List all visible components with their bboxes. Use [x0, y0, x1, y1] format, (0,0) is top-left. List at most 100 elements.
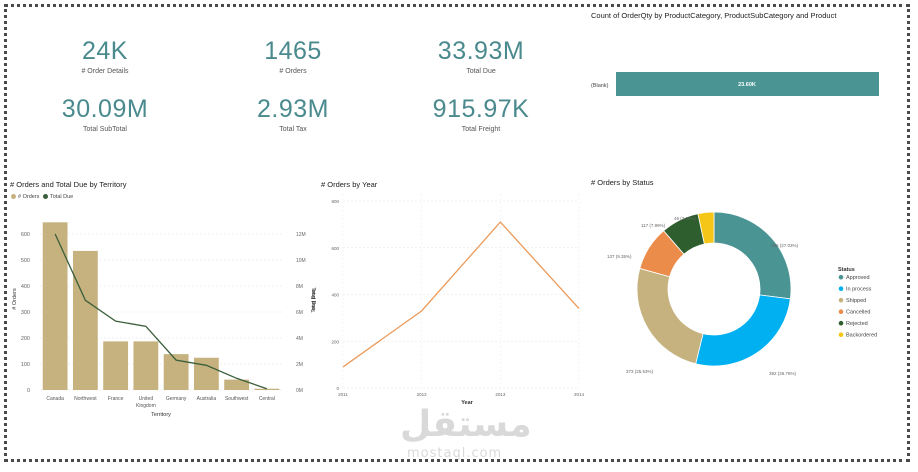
y-tick-label: 200 [331, 339, 339, 344]
x-tick-label: 2014 [574, 392, 585, 397]
year-chart-title: # Orders by Year [321, 180, 378, 189]
kpi-card: 24K # Order Details [20, 36, 190, 75]
slice-data-label: 137 (9.35%) [607, 254, 632, 259]
y-right-tick-label: 6M [296, 310, 303, 316]
bar [103, 341, 129, 390]
y-tick-label: 500 [21, 258, 30, 264]
legend-label: Approved [846, 275, 870, 281]
y-axis-title: Total Due [311, 289, 317, 312]
legend-title: Status [838, 267, 855, 273]
y-right-tick-label: 10M [296, 258, 306, 264]
kpi-card: 1465 # Orders [208, 36, 378, 75]
slice-data-label: 396 (27.03%) [771, 243, 799, 248]
x-axis-title: Year [461, 400, 473, 406]
legend-swatch [838, 274, 844, 280]
legend-swatch [43, 194, 48, 200]
y-tick-label: 0 [27, 388, 30, 394]
kpi-label: Total SubTotal [83, 126, 127, 133]
orderqty-chart: (Blank) 23.60K [591, 72, 879, 96]
x-tick-label: Kingdom [136, 403, 156, 409]
legend-total-due: Total Due [43, 194, 73, 200]
legend-swatch [11, 194, 16, 200]
kpi-label: # Order Details [81, 68, 129, 75]
donut-slice [636, 267, 704, 365]
y-tick-label: 600 [21, 232, 30, 238]
legend-label: Cancelled [846, 310, 870, 316]
slice-data-label: 373 (25.53%) [626, 369, 654, 374]
x-tick-label: United [139, 396, 154, 402]
kpi-card: 33.93M Total Due [396, 36, 566, 75]
kpi-value: 915.97K [432, 95, 530, 123]
legend-label: Total Due [50, 194, 74, 200]
territory-chart-title: # Orders and Total Due by Territory [10, 180, 127, 189]
donut-slice [697, 211, 715, 245]
orderqty-data-label: 23.60K [738, 82, 756, 88]
kpi-label: Total Due [466, 68, 496, 75]
x-tick-label: 2013 [495, 392, 506, 397]
legend-orders: # Orders [11, 194, 39, 200]
status-chart: 396 (27.03%) 392 (26.76%) 373 (25.53%) 137 … [607, 211, 877, 376]
orderqty-category-label: (Blank) [591, 83, 609, 89]
orderqty-bar [616, 72, 879, 96]
slice-data-label: 392 (26.76%) [769, 371, 797, 376]
kpi-value: 30.09M [61, 95, 149, 123]
slice-data-label: 117 (7.99%) [641, 223, 666, 228]
territory-chart: 0 100 200 300 400 500 600 0M 2M 4M 6M 8M 10M 12M Canad… [12, 222, 316, 418]
kpi-label: # Orders [279, 68, 307, 75]
kpi-value: 33.93M [437, 37, 525, 65]
x-axis-title: Territory [151, 412, 171, 418]
legend-swatch [838, 297, 844, 303]
y-right-axis-title: Total Due [310, 287, 316, 310]
y-tick-label: 400 [21, 284, 30, 290]
x-tick-label: 2012 [417, 392, 428, 397]
y-right-tick-label: 0M [296, 388, 303, 394]
orderqty-chart-title: Count of OrderQty by ProductCategory, Pr… [591, 11, 837, 20]
donut-slice [695, 294, 791, 367]
kpi-label: Total Tax [279, 126, 307, 133]
watermark-logo-arabic: مستقل [400, 404, 532, 445]
x-tick-label: Central [259, 396, 275, 402]
kpi-card: 2.93M Total Tax [208, 94, 378, 133]
bar [254, 388, 280, 390]
legend-swatch [838, 332, 844, 337]
x-tick-label: 2011 [338, 392, 348, 397]
y-tick-label: 200 [21, 336, 30, 342]
y-right-tick-label: 8M [296, 284, 303, 290]
y-right-tick-label: 2M [296, 362, 303, 368]
kpi-value: 24K [82, 37, 128, 65]
y-tick-label: 0 [336, 386, 339, 391]
total-due-line [54, 233, 268, 390]
kpi-label: Total Freight [461, 126, 501, 133]
status-chart-title: # Orders by Status [591, 178, 654, 187]
bar [72, 250, 98, 390]
x-tick-label: Australia [197, 396, 217, 402]
year-chart: 0 200 400 600 800 2011 2012 2013 2014 Year Total D… [311, 194, 585, 406]
y-tick-label: 800 [331, 199, 339, 204]
kpi-value: 1465 [264, 37, 322, 65]
watermark-logo-latin: mostaql.com [407, 446, 503, 461]
y-axis-title: # Orders [12, 288, 18, 310]
y-tick-label: 100 [21, 362, 30, 368]
dashboard-frame [4, 4, 910, 462]
bar [133, 341, 159, 390]
x-tick-label: Germany [166, 396, 187, 402]
kpi-card: 915.97K Total Freight [396, 94, 566, 133]
donut-slice [713, 211, 792, 300]
slice-data-label: 49 (3.34%) [674, 216, 697, 221]
legend-swatch [838, 309, 844, 314]
x-tick-label: Southwest [225, 396, 249, 402]
kpi-card: 30.09M Total SubTotal [20, 94, 190, 133]
legend-swatch [838, 320, 844, 326]
legend-label: Backordered [846, 333, 877, 339]
legend-swatch [838, 286, 844, 291]
x-tick-label: Canada [46, 396, 64, 402]
y-right-tick-label: 4M [296, 336, 303, 342]
bar [42, 222, 68, 390]
legend-label: In process [846, 287, 872, 293]
orders-line [342, 221, 580, 368]
y-right-tick-label: 12M [296, 232, 306, 238]
bar [193, 357, 219, 390]
y-tick-label: 300 [21, 310, 30, 316]
x-tick-label: Northwest [74, 396, 97, 402]
legend-label: Shipped [846, 298, 866, 304]
